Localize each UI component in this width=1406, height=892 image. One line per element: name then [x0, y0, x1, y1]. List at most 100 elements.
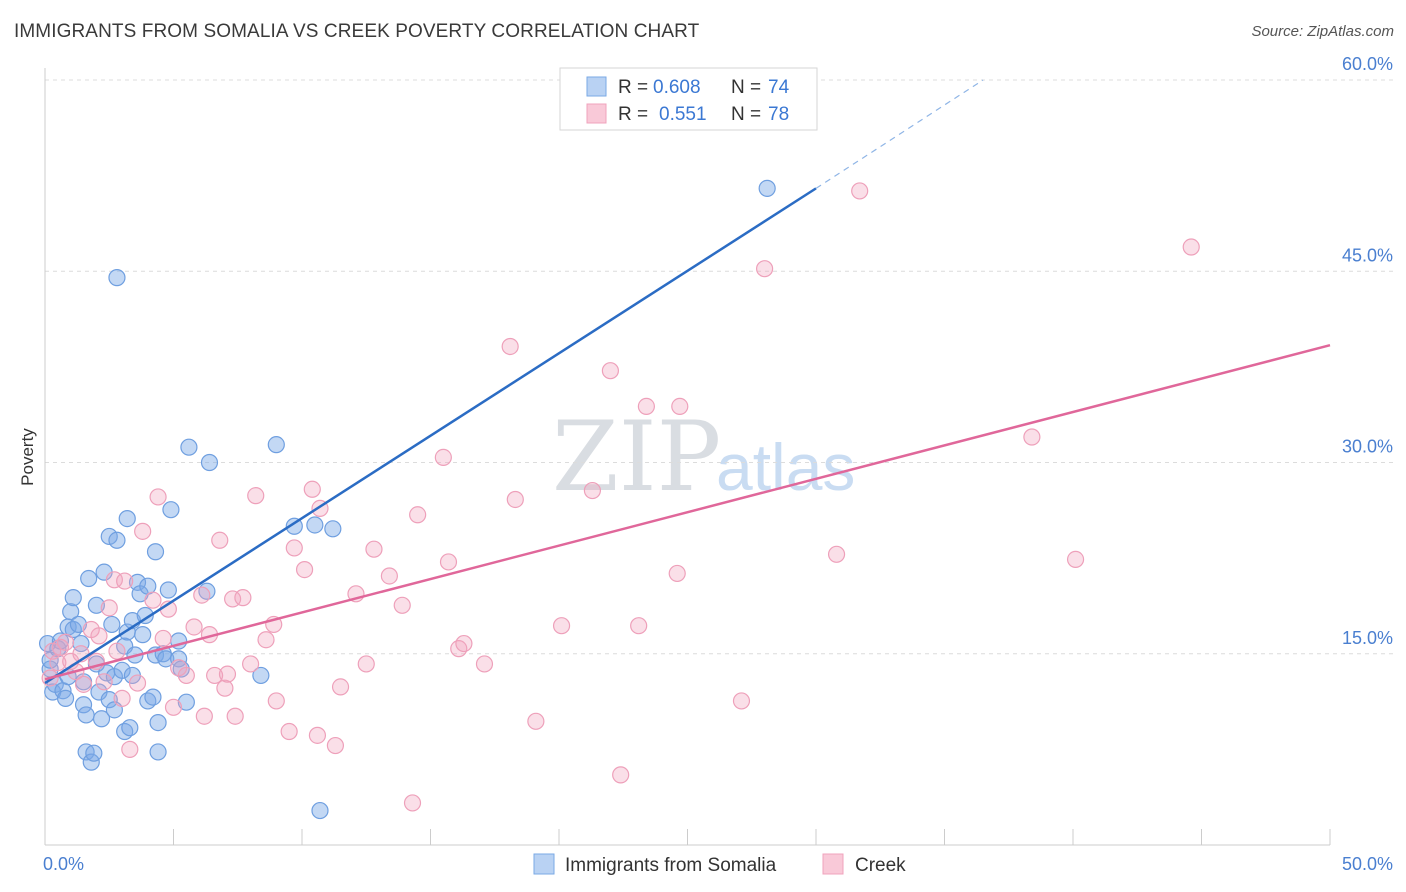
point-creek: [113, 689, 131, 707]
y-tick-label: 45.0%: [1342, 245, 1393, 265]
point-creek: [226, 707, 244, 725]
point-somalia: [80, 569, 98, 588]
point-creek: [234, 589, 252, 607]
point-creek: [218, 665, 237, 683]
point-somalia: [306, 516, 324, 534]
watermark-atlas: atlas: [716, 430, 855, 504]
point-somalia: [200, 453, 219, 472]
point-creek: [506, 490, 524, 509]
legend-n-value-somalia: 74: [768, 77, 790, 98]
point-creek: [56, 633, 75, 651]
point-somalia: [134, 626, 152, 644]
point-creek: [409, 506, 427, 524]
point-somalia: [74, 696, 93, 714]
x-tick-label-max: 50.0%: [1342, 854, 1393, 874]
legend-r-value-somalia: 0.608: [653, 77, 701, 98]
point-creek: [326, 736, 345, 755]
point-creek: [357, 655, 375, 673]
point-somalia: [324, 520, 342, 538]
point-somalia: [157, 650, 175, 668]
gridlines: [45, 79, 1393, 655]
point-creek: [121, 740, 139, 758]
point-creek: [668, 564, 686, 583]
point-somalia: [177, 693, 195, 711]
x-tick-label-min: 0.0%: [43, 854, 84, 874]
point-somalia: [92, 710, 111, 728]
point-somalia: [77, 706, 95, 724]
point-creek: [1066, 550, 1085, 569]
point-creek: [242, 655, 260, 673]
bottom-legend-swatch-somalia: [533, 853, 555, 875]
trendline-somalia-extension: [815, 79, 984, 189]
point-creek: [455, 634, 473, 653]
point-creek: [637, 397, 655, 415]
point-creek: [267, 692, 285, 710]
point-creek: [450, 640, 468, 658]
point-somalia: [85, 744, 103, 762]
point-creek: [501, 337, 519, 356]
point-creek: [195, 707, 213, 725]
trendlines: [44, 79, 1331, 685]
point-creek: [193, 586, 211, 604]
point-creek: [177, 666, 195, 685]
point-creek: [393, 596, 411, 614]
point-creek: [308, 726, 327, 744]
point-creek: [216, 679, 234, 697]
point-somalia: [149, 743, 167, 761]
chart-source: Source: ZipAtlas.com: [1251, 23, 1394, 40]
point-somalia: [136, 606, 154, 625]
point-somalia: [180, 438, 198, 456]
point-somalia: [56, 689, 75, 707]
point-creek: [128, 674, 147, 692]
point-creek: [185, 618, 203, 636]
point-somalia: [170, 650, 188, 668]
point-creek: [1182, 238, 1200, 256]
point-somalia: [149, 713, 167, 732]
point-creek: [552, 617, 571, 635]
point-creek: [116, 572, 134, 590]
point-creek: [257, 631, 275, 649]
point-creek: [755, 260, 774, 278]
stats-legend: R = 0.608 N = 74 R = 0.551 N = 78: [559, 67, 818, 131]
point-creek: [851, 182, 869, 200]
y-tick-labels: 15.0% 30.0% 45.0% 60.0%: [1342, 54, 1393, 648]
point-creek: [1023, 428, 1041, 446]
point-somalia: [285, 517, 303, 535]
point-somalia: [64, 589, 82, 607]
point-creek: [527, 712, 545, 730]
point-creek: [434, 448, 452, 466]
point-somalia: [146, 543, 165, 561]
chart-title: IMMIGRANTS FROM SOMALIA VS CREEK POVERTY…: [14, 21, 700, 42]
legend-n-label-creek: N =: [731, 104, 761, 125]
point-somalia: [64, 620, 82, 639]
point-somalia: [252, 666, 270, 685]
legend-r-label-somalia: R =: [618, 77, 648, 98]
trendline-somalia: [44, 187, 817, 685]
point-somalia: [100, 527, 118, 546]
point-somalia: [159, 581, 177, 599]
point-creek: [134, 522, 152, 540]
series-somalia-points: [38, 179, 776, 820]
legend-n-value-creek: 78: [768, 104, 789, 125]
point-creek: [303, 480, 321, 498]
point-creek: [403, 794, 422, 812]
point-creek: [583, 481, 602, 500]
point-creek: [601, 362, 620, 380]
y-tick-label: 15.0%: [1342, 628, 1393, 648]
point-creek: [90, 627, 108, 645]
point-creek: [149, 488, 167, 506]
x-tick-marks: [44, 829, 1331, 845]
trendline-creek: [44, 343, 1331, 681]
point-creek: [612, 766, 630, 784]
point-creek: [630, 617, 648, 635]
point-somalia: [100, 691, 118, 709]
point-somalia: [758, 179, 776, 197]
point-creek: [164, 698, 183, 716]
point-creek: [280, 722, 298, 741]
series-legend: Immigrants from Somalia Creek: [533, 853, 906, 876]
point-creek: [827, 545, 846, 563]
watermark-zip: ZIP: [552, 401, 721, 513]
series-creek-points: [41, 182, 1200, 812]
point-creek: [671, 397, 689, 415]
